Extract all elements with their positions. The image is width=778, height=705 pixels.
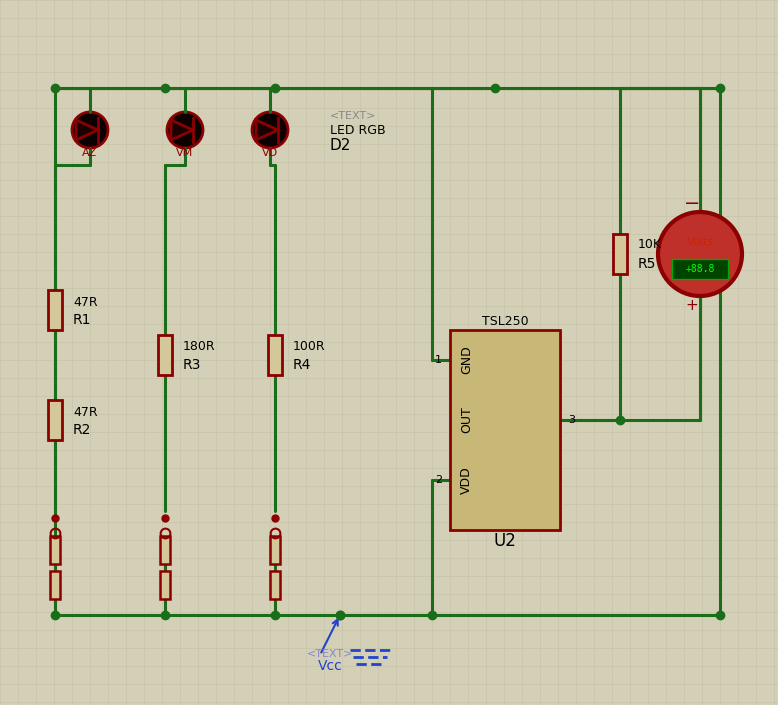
Text: +88.8: +88.8 — [685, 264, 715, 274]
Bar — [50, 571, 60, 599]
Text: R4: R4 — [293, 358, 311, 372]
Text: U2: U2 — [493, 532, 517, 550]
Text: AZ: AZ — [82, 148, 97, 158]
Text: +: + — [685, 298, 699, 314]
Text: 47R: 47R — [73, 405, 97, 419]
Text: GND: GND — [460, 345, 473, 374]
Text: 10K: 10K — [638, 238, 662, 250]
Circle shape — [252, 112, 288, 148]
Text: D2: D2 — [330, 137, 352, 152]
Text: 3: 3 — [568, 415, 575, 425]
Bar — [50, 536, 60, 564]
Text: OUT: OUT — [460, 407, 473, 434]
Polygon shape — [76, 120, 98, 140]
Polygon shape — [171, 120, 193, 140]
Circle shape — [658, 212, 742, 296]
Text: <TEXT>: <TEXT> — [330, 111, 377, 121]
Text: R5: R5 — [638, 257, 657, 271]
Text: R2: R2 — [73, 423, 91, 437]
Bar — [270, 571, 280, 599]
Text: R3: R3 — [183, 358, 202, 372]
Text: −: − — [684, 195, 700, 214]
Text: Vcc: Vcc — [317, 659, 342, 673]
Text: VD: VD — [262, 148, 278, 158]
Text: 1: 1 — [435, 355, 442, 365]
Bar — [613, 234, 627, 274]
Bar — [160, 571, 170, 599]
Text: TSL250: TSL250 — [482, 315, 528, 328]
Text: VDD: VDD — [460, 466, 473, 494]
Text: VM: VM — [177, 148, 194, 158]
Text: Volts: Volts — [686, 237, 713, 247]
Bar — [672, 259, 728, 279]
Bar — [450, 330, 560, 530]
Bar — [270, 536, 280, 564]
Text: R1: R1 — [73, 313, 92, 327]
Text: <TEXT>: <TEXT> — [307, 649, 353, 659]
Circle shape — [72, 112, 108, 148]
Bar — [158, 335, 172, 375]
Text: 100R: 100R — [293, 341, 326, 353]
Text: 47R: 47R — [73, 295, 97, 309]
Bar — [48, 400, 62, 440]
Text: 180R: 180R — [183, 341, 216, 353]
Bar — [268, 335, 282, 375]
Bar — [160, 536, 170, 564]
Text: LED RGB: LED RGB — [330, 123, 386, 137]
Text: 2: 2 — [435, 475, 442, 485]
Circle shape — [167, 112, 203, 148]
Polygon shape — [256, 120, 278, 140]
Bar — [48, 290, 62, 330]
